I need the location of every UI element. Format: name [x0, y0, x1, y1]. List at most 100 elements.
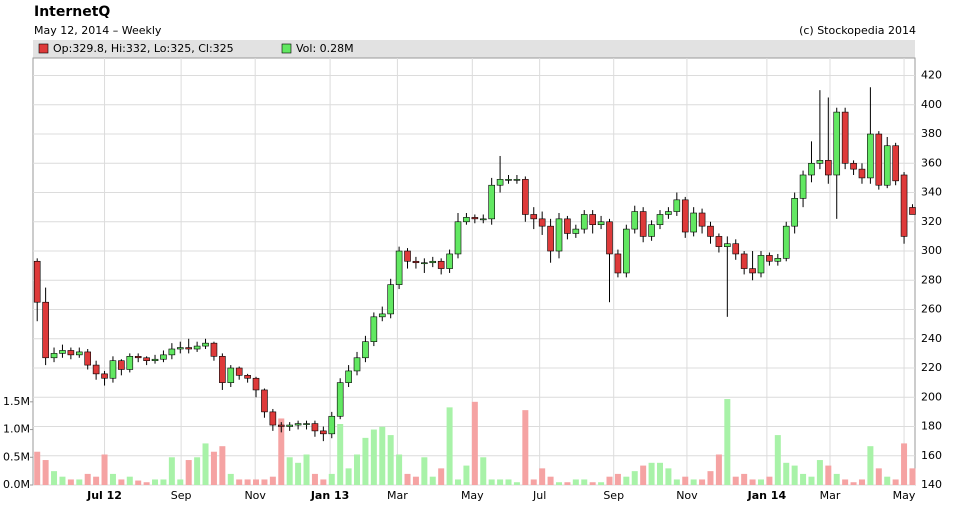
candle-body: [656, 214, 664, 226]
candle-body: [286, 424, 293, 427]
volume-bar: [261, 479, 268, 485]
volume-bar: [572, 479, 579, 485]
candle-body: [513, 179, 521, 181]
candle-body: [909, 207, 916, 215]
volume-bar: [152, 479, 159, 485]
candle-body: [782, 225, 790, 259]
candle-body: [118, 360, 125, 370]
volume-bar: [177, 479, 184, 485]
volume-bar: [774, 435, 781, 485]
volume-bar: [253, 479, 260, 485]
candle-body: [59, 350, 66, 354]
volume-bar: [286, 457, 293, 485]
volume-bar: [724, 399, 731, 485]
volume-bar: [800, 473, 807, 485]
y-tick-label: 320: [921, 215, 942, 228]
candle-body: [429, 260, 437, 264]
volume-bar: [168, 457, 175, 485]
volume-bar: [278, 418, 285, 485]
volume-bar: [690, 479, 697, 485]
candle-body: [378, 313, 386, 318]
candle-body: [219, 356, 226, 383]
candle-body: [395, 250, 403, 285]
volume-bar: [623, 476, 630, 485]
candle-body: [530, 214, 538, 220]
volume-bar: [303, 454, 310, 485]
candle-body: [833, 111, 841, 176]
volume-bar: [530, 479, 537, 485]
y-tick-label: 300: [921, 244, 942, 257]
candle-body: [673, 199, 681, 212]
volume-bar: [497, 479, 504, 485]
candle-body: [858, 168, 866, 179]
candle-body: [437, 260, 445, 269]
x-tick-label: Nov: [244, 489, 266, 502]
candle-body: [67, 350, 75, 356]
volume-bar: [564, 482, 571, 485]
candle-body: [538, 218, 546, 227]
volume-bar: [867, 446, 874, 485]
candle-body: [631, 211, 639, 230]
y2-tick-label: 0.5M: [3, 450, 30, 463]
candle-body: [202, 342, 209, 347]
volume-bar: [185, 460, 192, 485]
volume-bar: [328, 473, 335, 485]
volume-bar: [480, 457, 487, 485]
candle-body: [176, 347, 184, 350]
x-tick-label: Mar: [820, 489, 841, 502]
volume-bar: [42, 460, 49, 485]
volume-bar: [589, 482, 596, 485]
candle-body: [160, 354, 167, 360]
volume-bar: [808, 476, 815, 485]
volume-bar: [219, 446, 226, 485]
volume-bar: [547, 476, 554, 485]
volume-bar: [581, 479, 588, 485]
legend-swatch: [281, 43, 292, 54]
candle-body: [303, 423, 310, 425]
candle-body: [614, 253, 622, 274]
candle-body: [294, 423, 302, 426]
candle-body: [892, 145, 899, 182]
candle-body: [841, 111, 849, 164]
candle-body: [648, 224, 655, 237]
volume-bar: [749, 479, 756, 485]
candle-body: [277, 424, 285, 427]
volume-bar: [665, 468, 672, 485]
x-tick-label: Sep: [171, 489, 192, 502]
volume-bar: [614, 473, 621, 485]
volume-bar: [791, 465, 798, 485]
volume-bar: [311, 473, 318, 485]
candle-body: [479, 218, 487, 221]
candle-body: [816, 160, 824, 164]
candle-body: [92, 364, 100, 375]
volume-bar: [202, 443, 209, 485]
legend-text: Vol: 0.28M: [296, 42, 354, 55]
volume-bar: [429, 476, 436, 485]
y-tick-label: 340: [921, 186, 942, 199]
candle-body: [42, 301, 49, 359]
volume-bar: [707, 471, 714, 485]
candle-body: [681, 199, 689, 233]
candle-body: [707, 225, 714, 237]
volume-bar: [51, 471, 58, 485]
volume-bar: [143, 482, 150, 485]
candle-body: [589, 214, 596, 226]
candle-body: [623, 228, 630, 274]
candle-body: [33, 260, 41, 303]
candle-body: [353, 357, 361, 372]
candle-body: [564, 218, 571, 234]
volume-bar: [84, 473, 91, 485]
candle-body: [698, 212, 706, 227]
x-tick-label: Jul 12: [86, 489, 122, 502]
legend-bar: [33, 40, 915, 58]
subtitle: May 12, 2014 – Weekly: [34, 24, 162, 37]
volume-bar: [875, 468, 882, 485]
volume-bar: [455, 479, 462, 485]
candle-body: [555, 218, 563, 252]
candle-body: [370, 316, 378, 342]
candle-body: [799, 174, 807, 199]
candle-body: [227, 367, 235, 383]
volume-bar: [715, 454, 722, 485]
x-tick-label: Jul: [532, 489, 546, 502]
